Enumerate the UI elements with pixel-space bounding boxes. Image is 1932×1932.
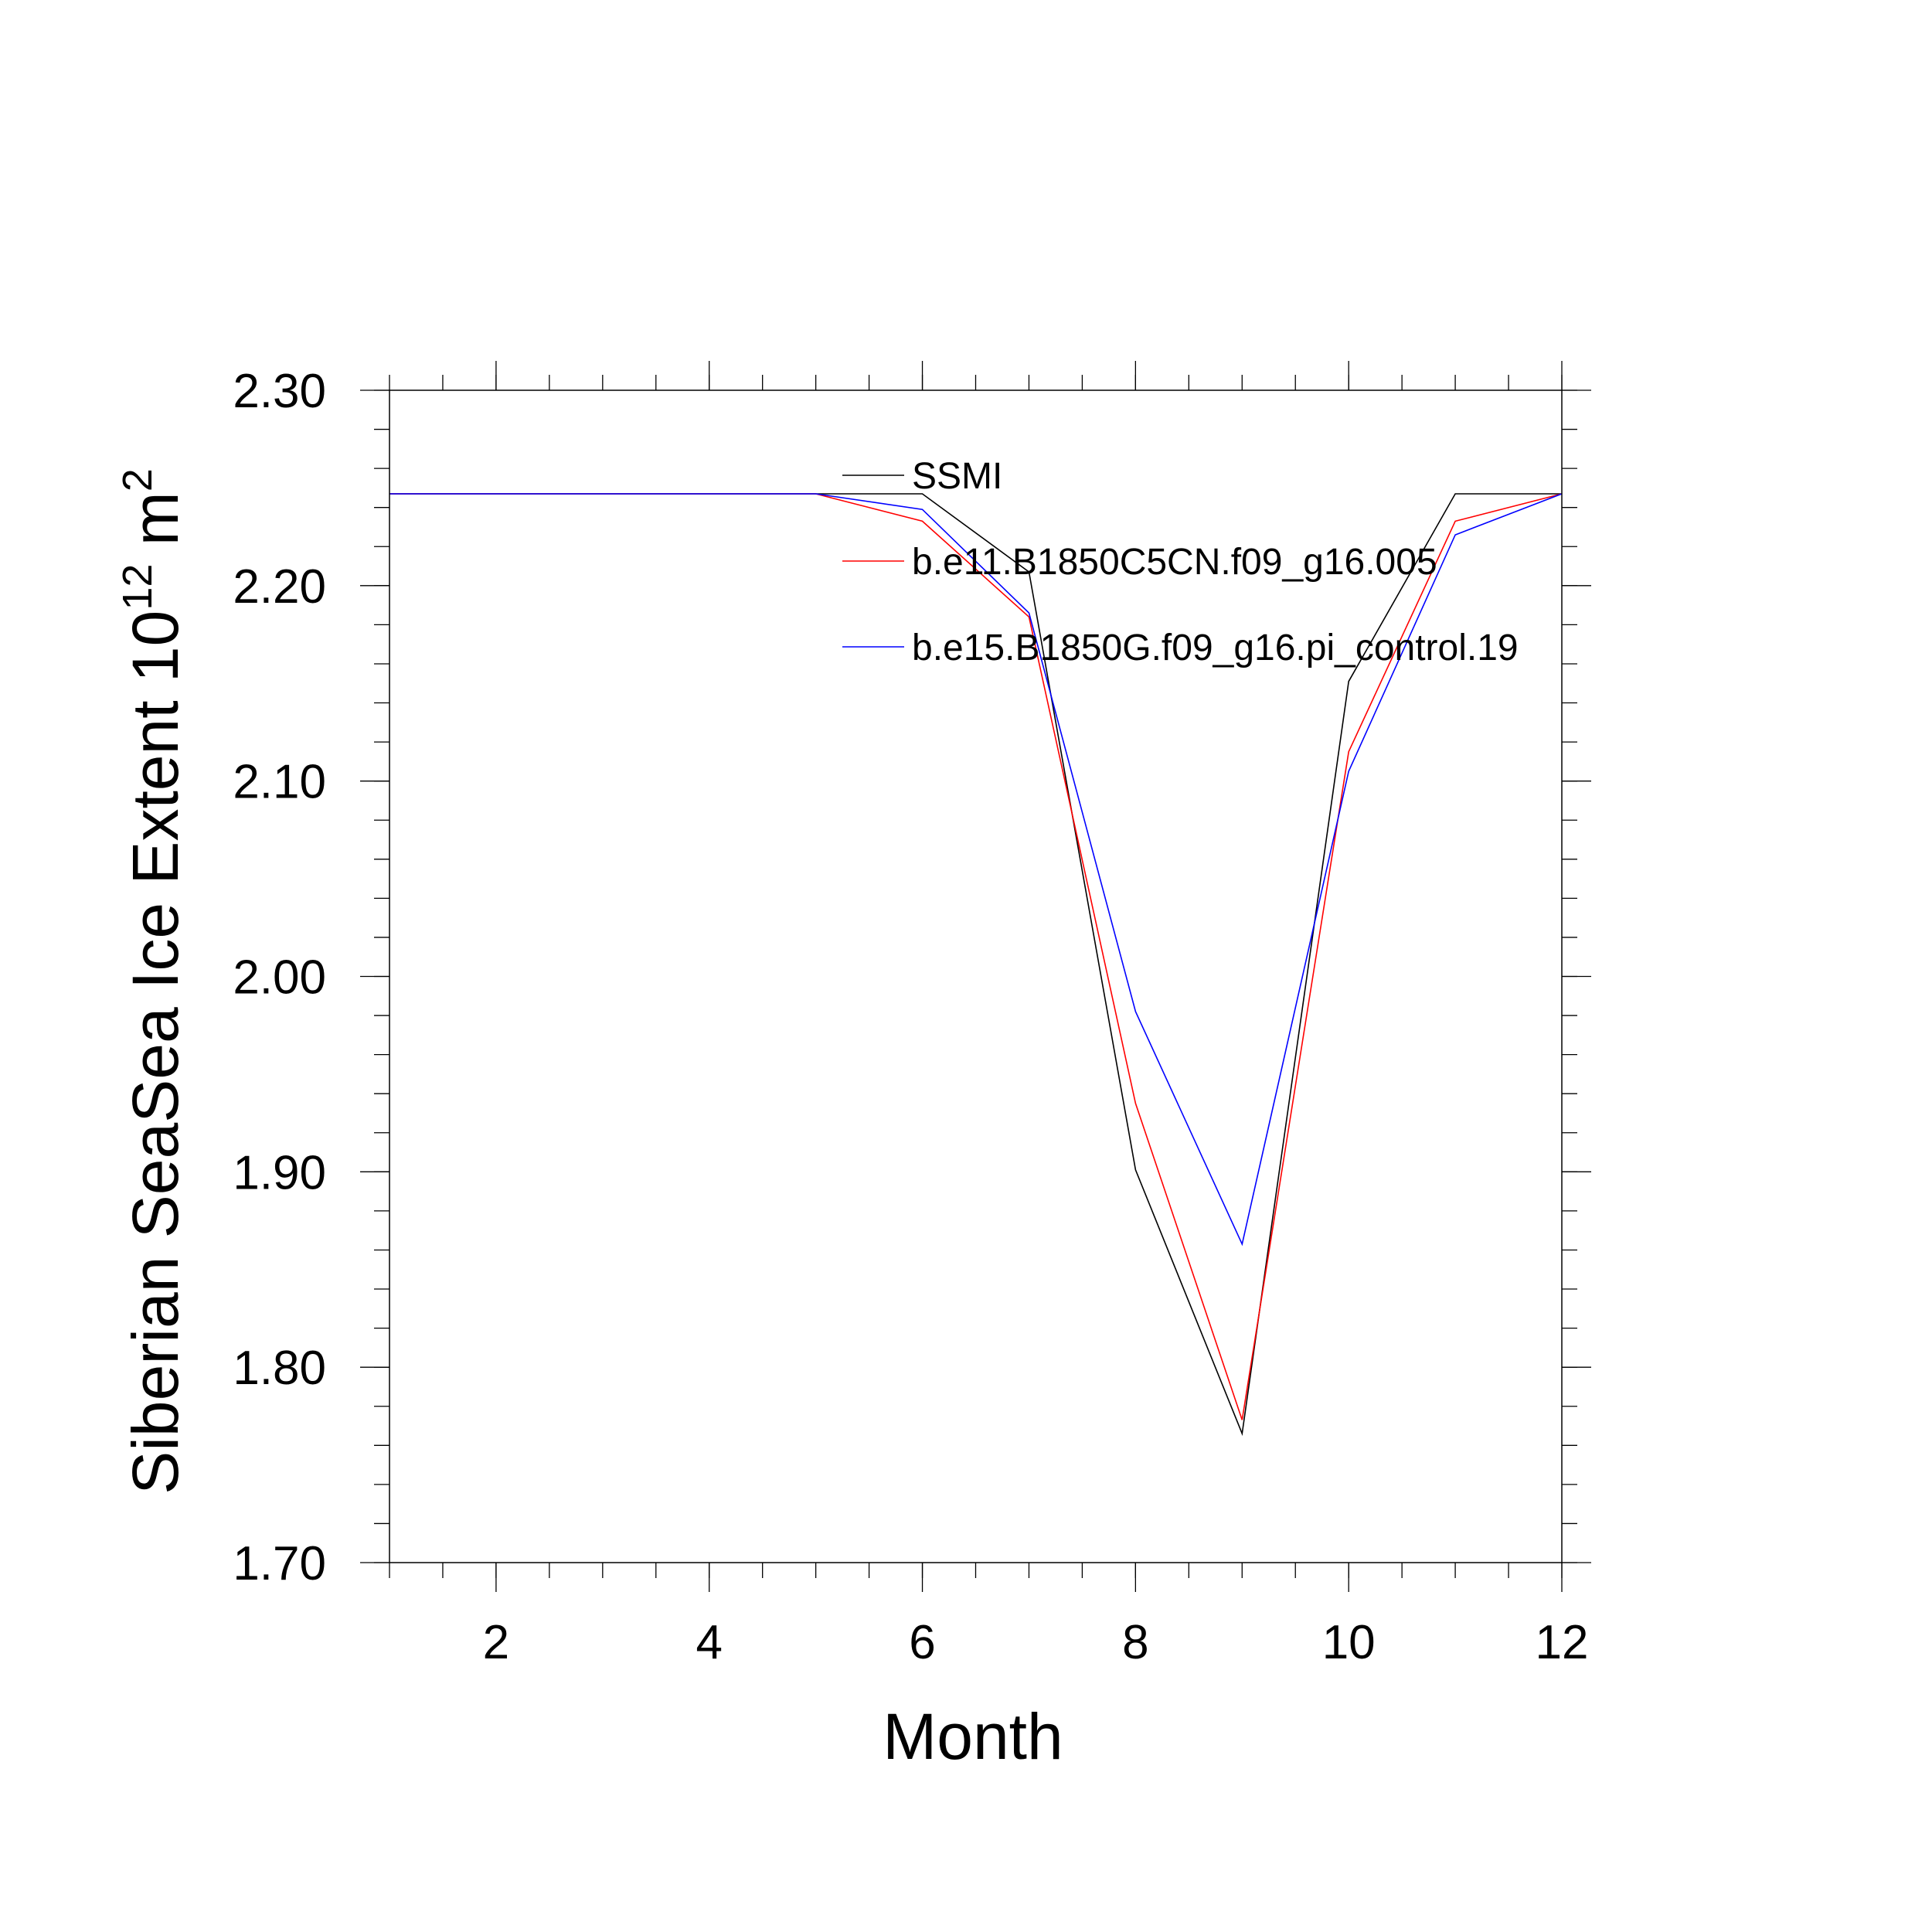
- x-tick-label: 10: [1322, 1616, 1376, 1669]
- x-tick-label: 2: [483, 1616, 509, 1669]
- x-tick-label: 8: [1122, 1616, 1148, 1669]
- y-axis-title-main: Siberian SeaSea Ice Extent 10: [119, 611, 192, 1495]
- legend-label: b.e11.B1850C5CN.f09_g16.005: [912, 542, 1437, 583]
- y-tick-label: 2.20: [233, 560, 326, 614]
- y-tick-label: 1.80: [233, 1342, 326, 1395]
- y-tick-label: 2.10: [233, 756, 326, 809]
- legend: SSMI b.e11.B1850C5CN.f09_g16.005 b.e15.B18…: [842, 456, 1519, 668]
- x-tick-label: 4: [696, 1616, 722, 1669]
- y-tick-label: 1.90: [233, 1146, 326, 1199]
- x-tick-label: 6: [909, 1616, 935, 1669]
- y-axis-title-unit: m: [119, 492, 192, 563]
- legend-label: b.e15.B1850G.f09_g16.pi_control.19: [912, 628, 1519, 668]
- y-tick-label: 2.00: [233, 951, 326, 1005]
- legend-item: b.e11.B1850C5CN.f09_g16.005: [842, 542, 1437, 583]
- y-tick-labels: 1.70 1.80 1.90 2.00 2.10 2.20 2.30: [233, 365, 326, 1590]
- y-tick-label: 1.70: [233, 1537, 326, 1590]
- x-axis-title: Month: [883, 1700, 1063, 1773]
- major-ticks: [360, 361, 1591, 1592]
- x-tick-labels: 2 4 6 8 10 12: [483, 1616, 1589, 1669]
- series-lines: [389, 493, 1563, 1437]
- y-tick-label: 2.30: [233, 365, 326, 418]
- y-axis-title-exponent: 12: [114, 564, 161, 611]
- legend-item: SSMI: [842, 456, 1002, 497]
- series-line-3: [389, 493, 1563, 1247]
- y-axis-title: Siberian SeaSea Ice Extent 1012 m2: [114, 468, 192, 1495]
- legend-item: b.e15.B1850G.f09_g16.pi_control.19: [842, 628, 1519, 668]
- y-axis-title-unit-exponent: 2: [114, 468, 161, 492]
- x-tick-label: 12: [1536, 1616, 1589, 1669]
- plot-frame: [389, 389, 1563, 1563]
- legend-label: SSMI: [912, 456, 1002, 497]
